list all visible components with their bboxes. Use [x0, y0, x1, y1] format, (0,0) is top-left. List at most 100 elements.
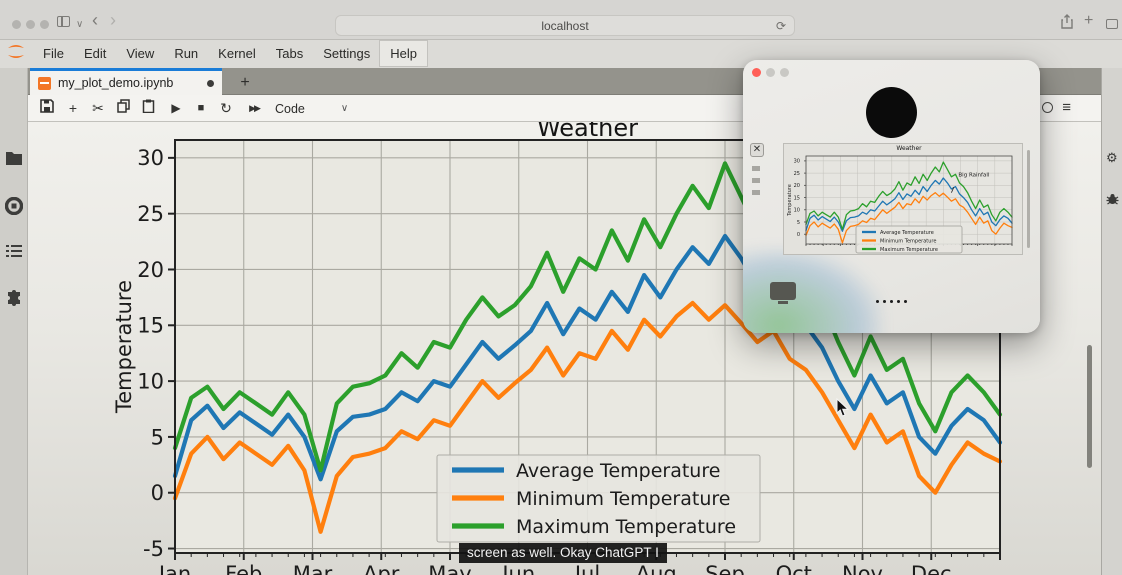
y-tick-label: -5: [143, 537, 164, 561]
copy-cells-icon[interactable]: [117, 99, 130, 117]
menu-items: File Edit View Run Kernel Tabs Settings Help: [33, 40, 428, 67]
cell-type-dropdown[interactable]: Code ∨: [275, 98, 375, 119]
new-launcher-button[interactable]: +: [240, 74, 250, 91]
series-line-2: [805, 161, 1013, 230]
y-tick-label: 30: [137, 146, 164, 170]
live-caption: screen as well. Okay ChatGPT I: [459, 543, 667, 563]
mini-plot-preview: 0 5 10 15 20 25 30 Weather Temperature Average Te…: [783, 143, 1023, 255]
x-tick-label: Feb: [225, 562, 262, 575]
tabs-overview-icon[interactable]: [1106, 16, 1122, 32]
interrupt-kernel-icon[interactable]: ■: [197, 102, 205, 114]
x-tick-label: Jul: [573, 562, 600, 575]
chart-legend: Average Temperature Minimum Temperature Ma…: [855, 225, 963, 254]
y-tick-label: 20: [794, 183, 800, 189]
menu-item[interactable]: Tabs: [275, 46, 304, 61]
x-tick-label: Oct: [776, 562, 812, 575]
legend-entry: Average Temperature: [880, 230, 934, 236]
menu-item[interactable]: Settings: [323, 46, 371, 61]
legend-entry: Maximum Temperature: [880, 247, 938, 253]
share-icon[interactable]: [1060, 14, 1074, 32]
y-tick-label: 25: [137, 202, 164, 226]
series-line-0: [805, 177, 1013, 232]
overlay-glow: [743, 248, 883, 333]
cell-type-value: Code: [275, 101, 305, 116]
menu-item[interactable]: File: [43, 46, 64, 61]
chart-legend: Average Temperature Minimum Temperature Ma…: [436, 454, 761, 543]
x-tick-label: Jun: [500, 562, 535, 575]
mini-sidebar-mark: [752, 190, 760, 195]
paste-cells-icon[interactable]: [142, 99, 155, 117]
mini-weather-chart: 0 5 10 15 20 25 30 Weather Temperature Average Te…: [787, 145, 1013, 254]
cut-cells-icon[interactable]: ✂: [92, 100, 104, 116]
y-tick-label: 5: [151, 425, 164, 449]
table-of-contents-icon[interactable]: [5, 244, 23, 262]
y-tick-label: 25: [794, 171, 800, 177]
tab-title: my_plot_demo.ipynb: [58, 76, 174, 90]
restart-run-all-icon[interactable]: ▶▶: [249, 103, 261, 113]
menu-item[interactable]: View: [126, 46, 155, 61]
overlay-minimize-button[interactable]: [766, 68, 775, 77]
y-tick-label: 5: [797, 220, 800, 226]
toolbar-menu-icon[interactable]: ≡: [1062, 99, 1071, 116]
y-axis-label: Temperature: [112, 280, 136, 414]
left-sidebar: [0, 68, 28, 575]
series-line-0: [172, 233, 1003, 482]
legend-entry: Maximum Temperature: [516, 516, 736, 538]
y-axis-label: Temperature: [787, 184, 793, 217]
menu-item[interactable]: Kernel: [218, 46, 256, 61]
camera-circle: [866, 87, 917, 138]
url-text: localhost: [541, 18, 589, 33]
screen-share-icon[interactable]: [770, 282, 796, 304]
y-tick-label: 0: [797, 232, 800, 238]
property-inspector-icon[interactable]: ⚙: [1106, 150, 1118, 165]
chevron-down-icon[interactable]: ∨: [76, 19, 84, 30]
series-line-2: [172, 161, 1003, 473]
chart-title: Weather: [537, 122, 638, 142]
screenshare-overlay-window[interactable]: ✕ 0 5 10 15 20 25 30 Weather Temperature Average …: [743, 60, 1040, 333]
browser-chrome: ∨ ‹ › localhost ⟳ +: [0, 0, 1122, 40]
y-tick-label: 10: [794, 208, 800, 214]
y-tick-label: 15: [794, 195, 800, 201]
annotation-text: Big Rainfall: [958, 173, 989, 179]
sidebar-toggle-icon[interactable]: [57, 15, 70, 30]
running-kernels-icon[interactable]: [4, 196, 24, 216]
menu-item[interactable]: Run: [174, 46, 199, 61]
mini-preview-scrollbar[interactable]: [1027, 150, 1030, 248]
mini-sidebar-mark: [752, 166, 760, 171]
overlay-close-button[interactable]: [752, 68, 761, 77]
x-tick-label: Apr: [363, 562, 400, 575]
forward-button[interactable]: ›: [110, 10, 116, 30]
extension-manager-icon[interactable]: [5, 290, 23, 308]
mouse-cursor: [836, 397, 850, 422]
overlay-zoom-button[interactable]: [780, 68, 789, 77]
y-tick-label: 30: [794, 159, 800, 165]
window-minimize-button[interactable]: [26, 20, 35, 29]
notebook-tab[interactable]: my_plot_demo.ipynb: [30, 68, 222, 95]
window-close-button[interactable]: [12, 20, 21, 29]
debugger-icon[interactable]: [1106, 193, 1119, 209]
y-tick-label: 0: [151, 481, 164, 505]
kernel-status-icon[interactable]: [1042, 102, 1054, 113]
restart-kernel-icon[interactable]: ↻: [220, 100, 232, 116]
run-cell-icon[interactable]: ▶: [171, 101, 181, 115]
add-cell-icon[interactable]: +: [68, 100, 78, 116]
series-line-1: [805, 192, 1013, 244]
chevron-down-icon: ∨: [340, 103, 349, 114]
save-icon[interactable]: [40, 99, 54, 117]
window-zoom-button[interactable]: [40, 20, 49, 29]
y-tick-label: 20: [137, 258, 164, 282]
address-bar[interactable]: localhost ⟳: [335, 15, 795, 36]
right-sidebar: ⚙: [1101, 68, 1122, 575]
menu-item[interactable]: Edit: [83, 46, 107, 61]
x-tick-label: Nov: [842, 562, 883, 575]
mini-preview-close-button[interactable]: ✕: [750, 143, 764, 157]
file-browser-icon[interactable]: [5, 150, 23, 168]
y-tick-label: 15: [137, 314, 164, 338]
notebook-scrollbar[interactable]: [1087, 345, 1092, 468]
menu-item[interactable]: Help: [379, 40, 428, 67]
more-options-dots[interactable]: [876, 300, 907, 303]
back-button[interactable]: ‹: [92, 10, 98, 30]
refresh-icon[interactable]: ⟳: [775, 19, 786, 33]
new-tab-button[interactable]: +: [1084, 12, 1094, 29]
x-tick-label: Aug: [636, 562, 677, 575]
